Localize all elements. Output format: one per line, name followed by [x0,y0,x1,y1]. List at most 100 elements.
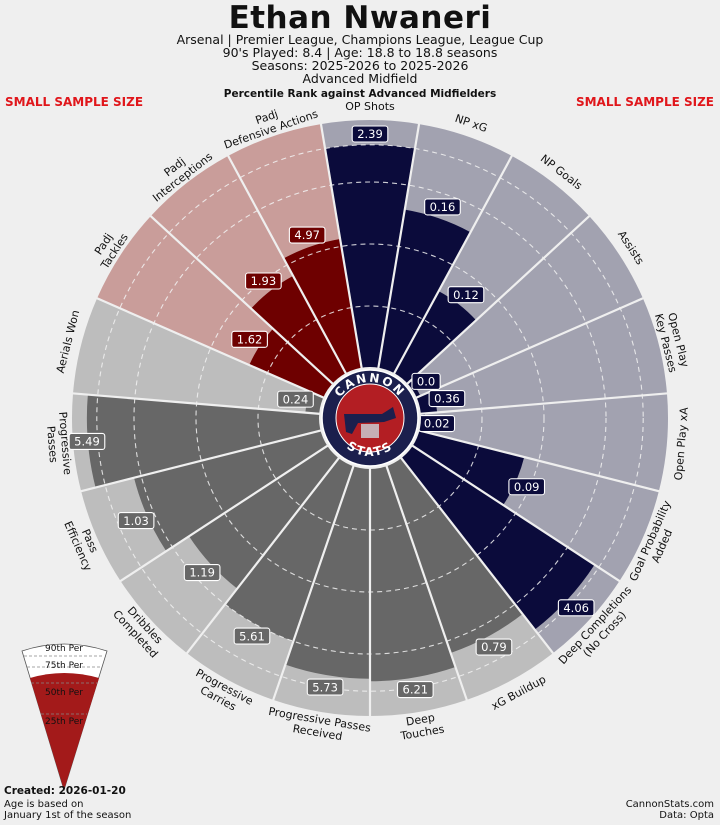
slice-divider [71,392,321,415]
value-text: 0.09 [514,480,540,494]
slice-divider [385,464,469,702]
slice-bar [370,465,456,682]
small-sample-warning-right: SMALL SAMPLE SIZE [575,95,714,109]
category-label: ProgressivePasses [43,411,74,476]
value-label: 0.79 [475,638,513,656]
value-text: 2.39 [357,127,383,141]
slice-divider [392,154,514,375]
minutes-age-line: 90's Played: 8.4 | Age: 18.8 to 18.8 sea… [222,45,498,60]
slice-bar [86,394,322,488]
value-label: 0.0 [411,372,441,390]
slice-bar [134,430,329,552]
value-label: 0.24 [277,390,314,408]
slice-bar [400,445,595,630]
value-text: 6.21 [403,683,429,697]
competitions-line: Arsenal | Premier League, Champions Leag… [176,32,544,47]
slice-bar [283,239,362,375]
value-text: 4.97 [294,228,320,242]
value-text: 1.93 [251,274,277,288]
slice-divider [79,429,322,493]
position-line: Advanced Midfield [302,71,418,86]
slice-bar [285,465,370,679]
value-label: 0.02 [418,414,456,433]
cannon-icon [344,407,396,434]
value-label: 1.93 [245,272,282,290]
slice-divider [149,214,334,385]
value-text: 4.06 [563,601,589,615]
slice-divider [418,429,661,493]
value-label: 0.09 [508,478,546,496]
value-label: 1.19 [183,563,221,582]
value-label: 6.21 [396,680,434,699]
slice-divider [406,214,591,385]
value-text: 0.12 [453,288,479,302]
slice-divider [319,122,363,369]
slice-background [418,393,668,492]
value-text: 5.61 [239,629,265,643]
value-text: 0.79 [481,640,507,654]
legend-label: 50th Per [45,688,83,698]
value-label: 4.06 [557,599,595,617]
legend-label: 25th Per [45,717,83,727]
value-label: 2.39 [351,125,389,143]
percentile-ring [96,144,644,692]
category-label: DeepTouches [397,710,446,743]
value-label: 0.12 [447,286,485,304]
site-credit: CannonStats.com [625,799,714,810]
slice-divider [419,392,669,415]
legend-label: 90th Per [45,644,83,654]
value-label: 5.61 [233,627,271,645]
slice-bar [411,430,525,506]
slice-divider [185,456,341,655]
slice-bar [225,457,354,642]
slice-bar [393,291,477,385]
value-label: 4.97 [288,226,326,244]
logo-bottom-text: STATS [345,439,396,460]
value-label: 0.36 [428,389,466,408]
age-note-line-1: Age is based on [4,799,84,810]
value-label: 0.16 [424,198,461,216]
value-label: 1.03 [117,512,155,530]
category-label: Open Play xA [672,406,691,481]
value-label: 1.62 [231,330,268,348]
slice-bar [251,275,347,385]
slice-bar [249,328,334,398]
small-sample-warning-left: SMALL SAMPLE SIZE [5,95,144,109]
slice-divider [415,296,645,399]
percentile-legend: 90th Per 75th Per 50th Per 25th Per [21,643,108,792]
slice-bar [325,144,415,369]
legend-label: 75th Per [45,661,83,671]
slice-bar [378,209,471,375]
value-text: 1.19 [189,566,215,580]
slice-bar [189,445,340,589]
value-text: 0.16 [430,200,456,214]
value-label: 5.49 [68,432,106,451]
value-text: 0.24 [283,392,309,406]
slice-bar [386,457,523,653]
value-text: 0.0 [417,375,435,389]
player-name: Ethan Nwaneri [228,0,492,36]
slice-divider [271,464,355,702]
value-text: 0.02 [424,417,450,431]
value-text: 5.73 [312,680,338,694]
age-note-line-2: January 1st of the season [4,810,132,821]
cannon-wheel-icon [361,424,379,438]
value-text: 1.62 [237,333,263,347]
slice-divider [226,154,348,375]
created-date: Created: 2026-01-20 [4,785,126,797]
value-text: 5.49 [74,435,100,449]
slice-background [406,216,643,398]
chart-subtitle: Percentile Rank against Advanced Midfiel… [223,88,497,100]
value-text: 1.03 [123,514,149,528]
value-text: 0.36 [434,392,460,406]
slice-divider [399,456,555,655]
slice-divider [377,122,421,369]
slice-divider [95,296,325,399]
slice-divider [411,444,621,583]
category-label: OP Shots [345,100,395,113]
seasons-line: Seasons: 2025-2026 to 2025-2026 [251,58,469,73]
value-label: 5.73 [306,678,344,696]
category-label: NP xG [453,112,489,135]
data-source: Data: Opta [659,810,714,821]
